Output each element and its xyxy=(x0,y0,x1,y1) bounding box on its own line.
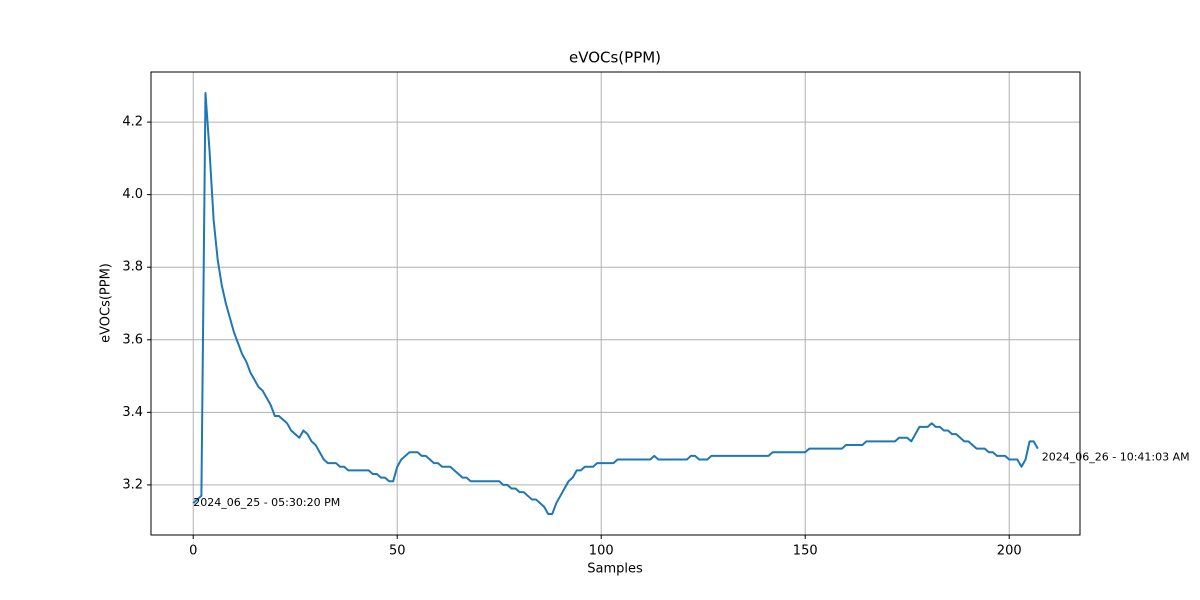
x-tick-label: 150 xyxy=(793,544,818,559)
y-tick-label: 4.0 xyxy=(122,187,143,202)
line-series xyxy=(192,92,1039,515)
y-tick-label: 4.2 xyxy=(122,115,143,130)
chart-title: eVOCs(PPM) xyxy=(569,49,661,67)
x-tick-label: 0 xyxy=(189,544,197,559)
x-axis-label: Samples xyxy=(587,562,643,577)
y-tick-label: 3.8 xyxy=(122,260,143,275)
x-tick-label: 50 xyxy=(389,544,406,559)
y-tick-label: 3.6 xyxy=(122,332,143,347)
y-tick-label: 3.4 xyxy=(122,405,143,420)
plot-frame xyxy=(150,71,1081,536)
annotation: 2024_06_26 - 10:41:03 AM xyxy=(1042,451,1190,464)
y-axis-label: eVOCs(PPM) xyxy=(99,263,114,343)
annotation: 2024_06_25 - 05:30:20 PM xyxy=(193,496,340,509)
x-tick-label: 200 xyxy=(997,544,1022,559)
x-tick-label: 100 xyxy=(589,544,614,559)
y-tick-label: 3.2 xyxy=(122,477,143,492)
